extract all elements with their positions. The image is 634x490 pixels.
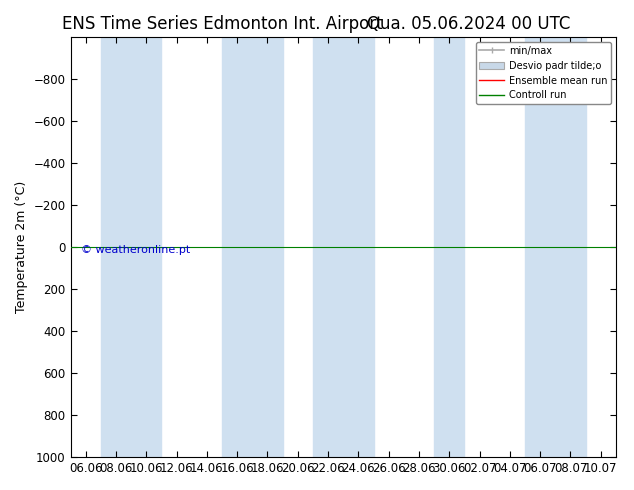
Text: Qua. 05.06.2024 00 UTC: Qua. 05.06.2024 00 UTC <box>368 15 571 33</box>
Bar <box>434 37 465 457</box>
Bar <box>101 37 162 457</box>
Bar <box>222 37 283 457</box>
Y-axis label: Temperature 2m (°C): Temperature 2m (°C) <box>15 181 28 313</box>
Bar <box>313 37 373 457</box>
Text: © weatheronline.pt: © weatheronline.pt <box>81 245 191 255</box>
Bar <box>525 37 586 457</box>
Text: ENS Time Series Edmonton Int. Airport: ENS Time Series Edmonton Int. Airport <box>61 15 382 33</box>
Legend: min/max, Desvio padr tilde;o, Ensemble mean run, Controll run: min/max, Desvio padr tilde;o, Ensemble m… <box>476 42 611 104</box>
